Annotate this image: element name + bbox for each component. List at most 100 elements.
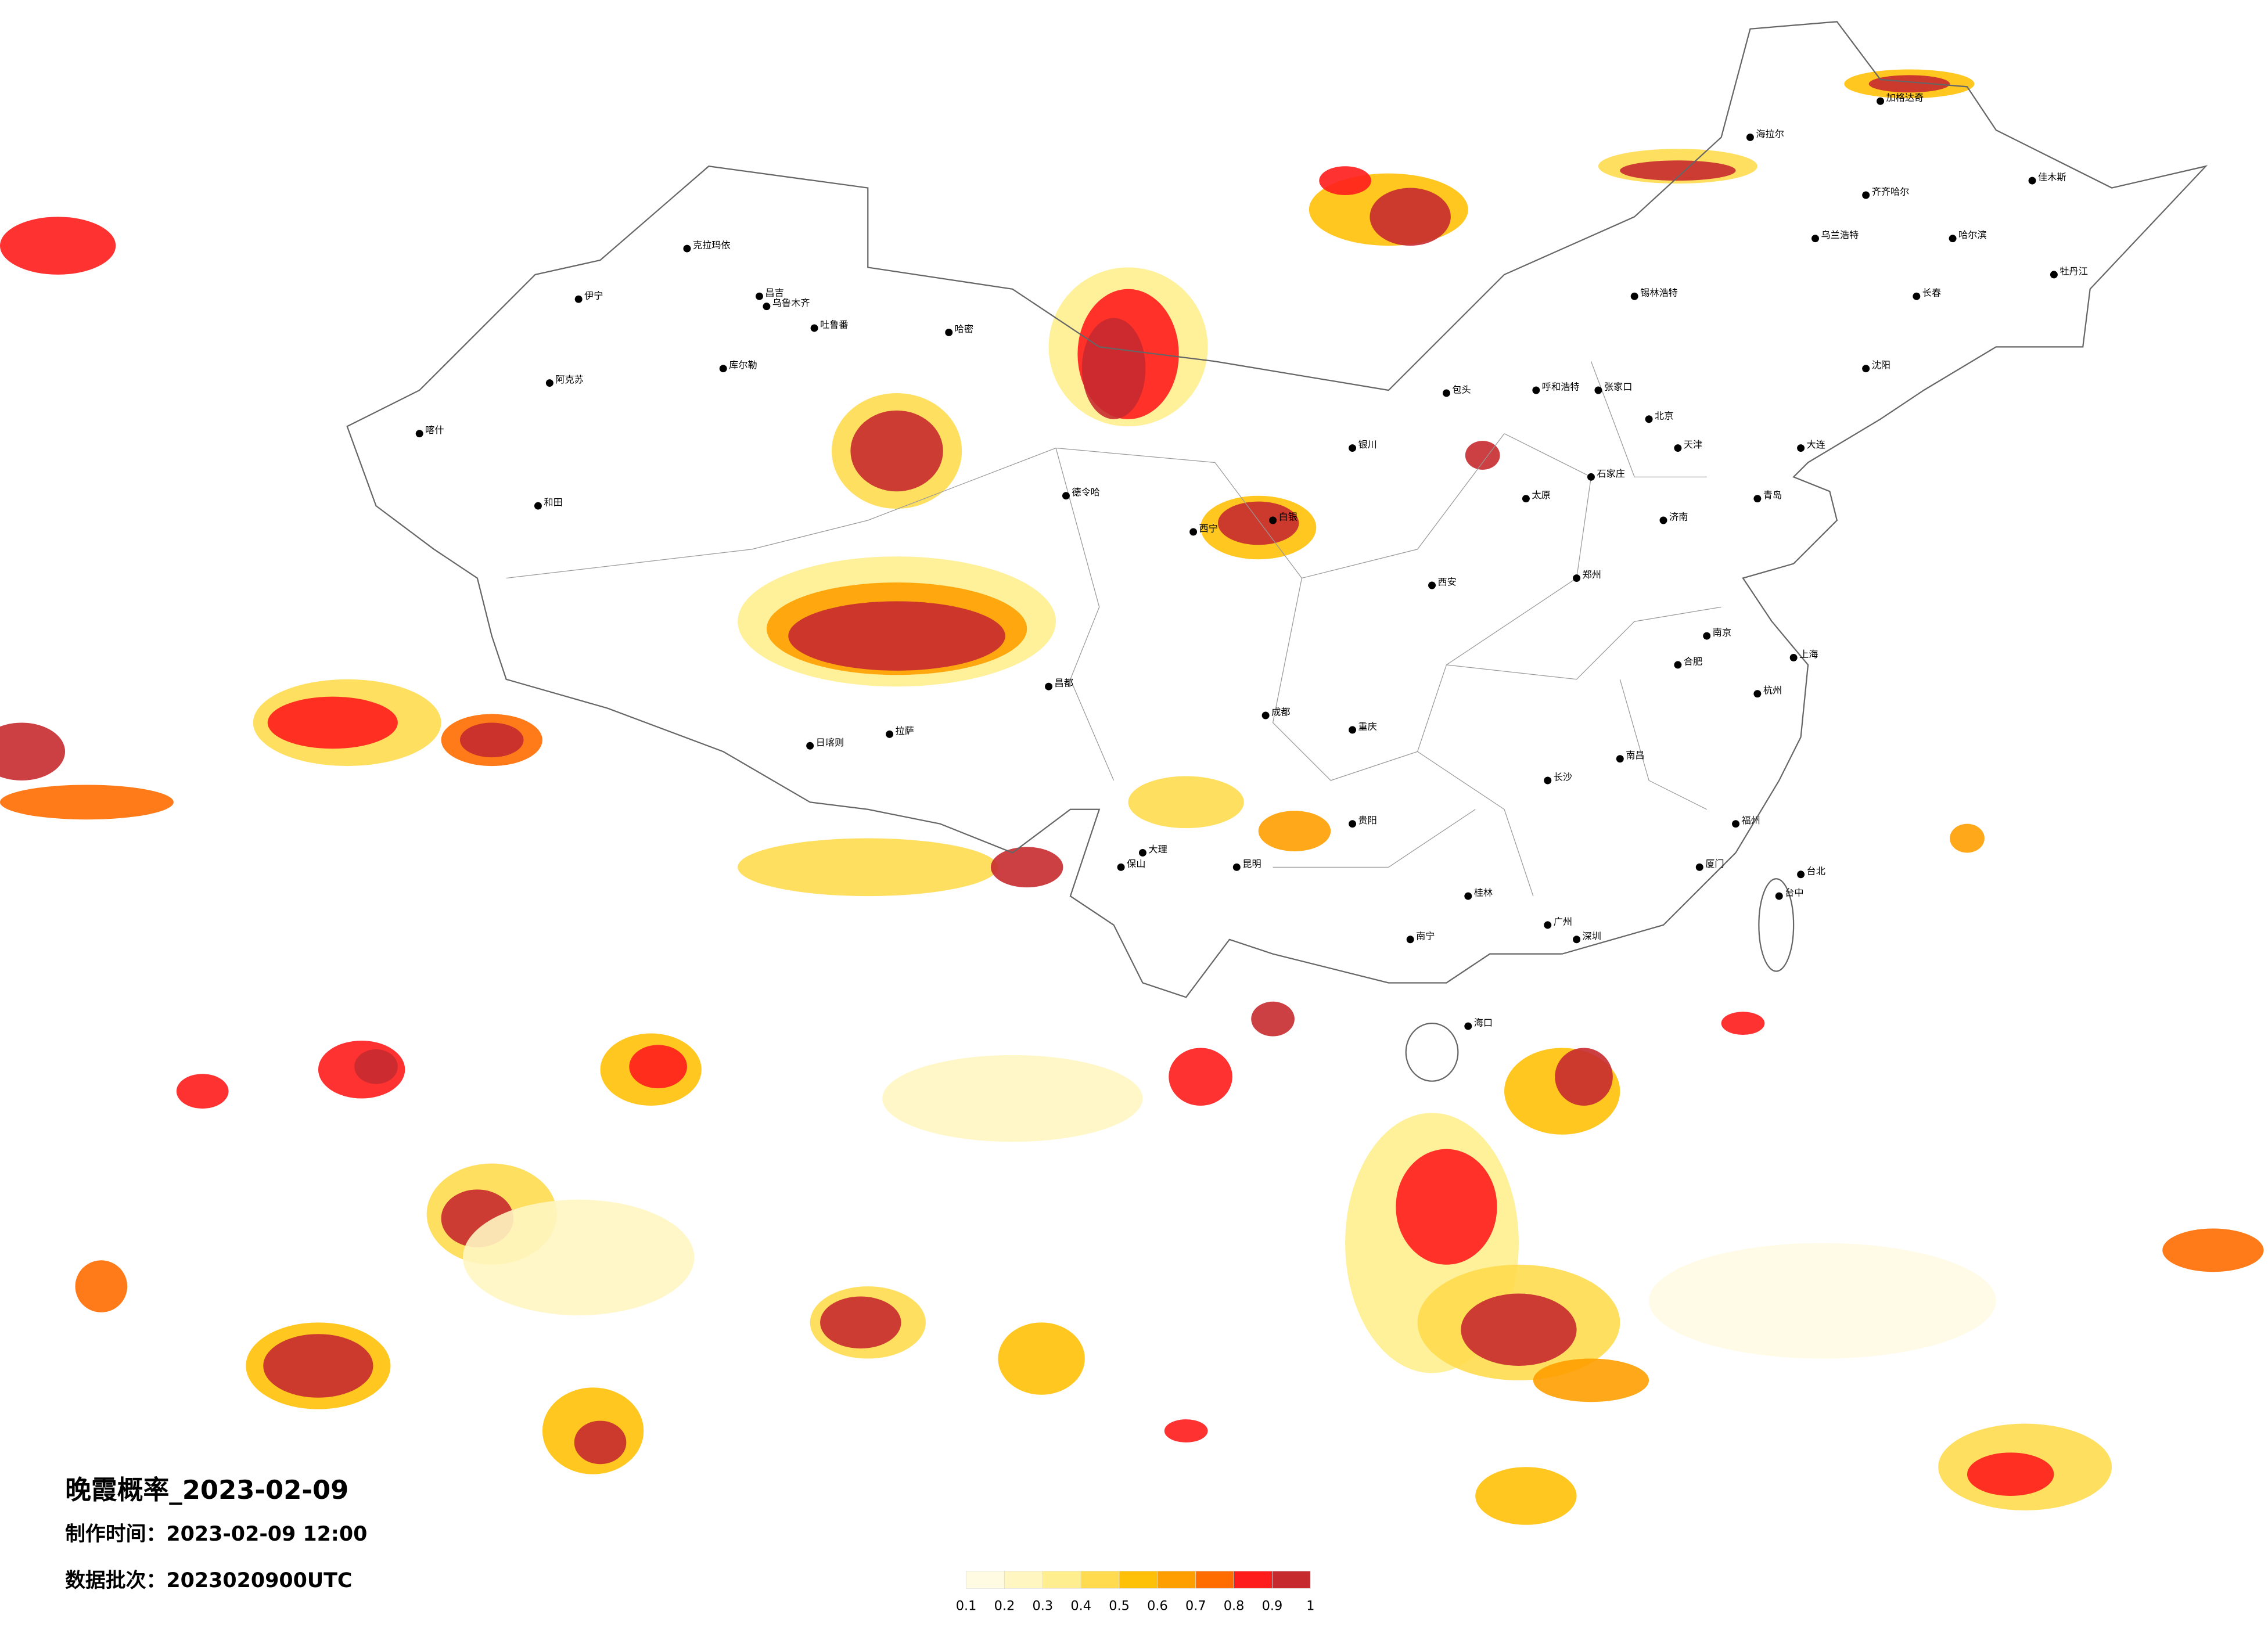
legend-tick-label: 0.1 [956,1599,977,1614]
probability-blob [75,1260,128,1312]
city-label: 哈尔滨 [1958,229,1987,240]
legend-tick-label: 0.9 [1262,1599,1283,1614]
city-dot [1062,492,1070,500]
city-label: 太原 [1532,490,1550,501]
city-dot [1464,892,1472,900]
legend-swatch [1272,1571,1311,1589]
city-dot [886,730,894,738]
city-label: 和田 [544,497,562,508]
city-label: 北京 [1655,410,1673,421]
probability-blob [998,1322,1085,1395]
probability-blob [2162,1228,2264,1272]
city-dot [1045,682,1053,690]
probability-blob [574,1420,627,1465]
hainan [1405,1023,1459,1082]
probability-blob [267,696,398,749]
probability-blob [0,722,66,780]
city-dot [1616,755,1624,763]
probability-blob [1620,160,1736,181]
city-dot [683,244,691,253]
city-dot [1138,848,1146,857]
legend-tick-label: 0.8 [1224,1599,1245,1614]
probability-field [0,69,2264,1525]
city-label: 保山 [1127,858,1145,869]
city-label: 包头 [1452,384,1471,395]
city-dot [1464,1022,1472,1030]
city-dot [1674,444,1682,452]
city-label: 拉萨 [896,725,914,736]
legend-swatch [1157,1571,1196,1589]
city-label: 昌吉 [765,287,783,298]
legend-swatch [1042,1571,1081,1589]
legend-tick-label: 1 [1306,1599,1314,1614]
city-dot [1544,921,1552,929]
city-label: 福州 [1741,815,1760,826]
city-dot [719,365,727,373]
probability-blob [1128,776,1244,829]
city-label: 昌都 [1055,678,1073,689]
city-label: 天津 [1684,439,1702,450]
city-dot [1695,863,1703,871]
probability-blob [1967,1452,2054,1496]
city-dot [1913,292,1921,300]
legend-tick-label: 0.4 [1070,1599,1091,1614]
probability-blob [1169,1048,1232,1106]
city-label: 海拉尔 [1756,128,1784,139]
city-dot [1406,936,1414,944]
city-label: 呼和浩特 [1542,382,1580,393]
probability-blob [738,838,998,897]
legend-tick-label: 0.7 [1185,1599,1206,1614]
probability-blob [0,217,116,275]
city-dot [945,328,953,336]
city-label: 海口 [1474,1017,1493,1028]
city-dot [1797,444,1805,452]
city-label: 白银 [1279,512,1297,523]
probability-blob [1461,1293,1577,1366]
city-dot [806,742,814,750]
city-label: 杭州 [1763,685,1782,696]
city-dot [1862,365,1870,373]
city-dot [1261,711,1270,720]
city-label: 南昌 [1626,750,1644,761]
probability-blob [990,847,1063,888]
city-dot [1594,386,1602,394]
city-dot [1789,653,1798,661]
city-dot [1587,473,1595,481]
city-dot [1117,863,1125,871]
city-label: 南京 [1713,627,1731,638]
city-dot [1746,133,1754,141]
city-label: 克拉玛依 [693,240,731,251]
city-dot [1232,863,1241,871]
city-label: 上海 [1799,649,1818,660]
china-border [346,21,2208,998]
city-label: 德令哈 [1072,487,1100,498]
probability-blob [1396,1149,1497,1265]
taiwan [1758,878,1795,972]
city-dot [2028,177,2036,185]
probability-blob [1319,166,1371,195]
city-label: 昆明 [1242,858,1261,869]
city-dot [1349,820,1357,828]
city-dot [1811,235,1819,243]
province-lines [506,361,1721,897]
city-label: 喀什 [425,425,444,436]
city-dot [1753,495,1762,503]
city-label: 沈阳 [1872,359,1890,370]
probability-blob [1217,501,1299,545]
city-dot [1189,528,1198,536]
city-dot [756,292,763,300]
city-label: 厦门 [1705,858,1724,869]
city-label: 牡丹江 [2059,265,2088,276]
city-label: 广州 [1554,916,1572,927]
city-dot [1442,389,1450,397]
city-label: 深圳 [1583,930,1601,941]
probability-blob [1868,75,1950,93]
legend-tick-label: 0.2 [994,1599,1015,1614]
city-label: 台北 [1807,865,1825,876]
city-label: 重庆 [1358,721,1377,732]
city-dot [1659,516,1667,524]
legend-swatch [1234,1571,1273,1589]
city-dot [1862,191,1870,199]
city-label: 大理 [1148,844,1167,855]
